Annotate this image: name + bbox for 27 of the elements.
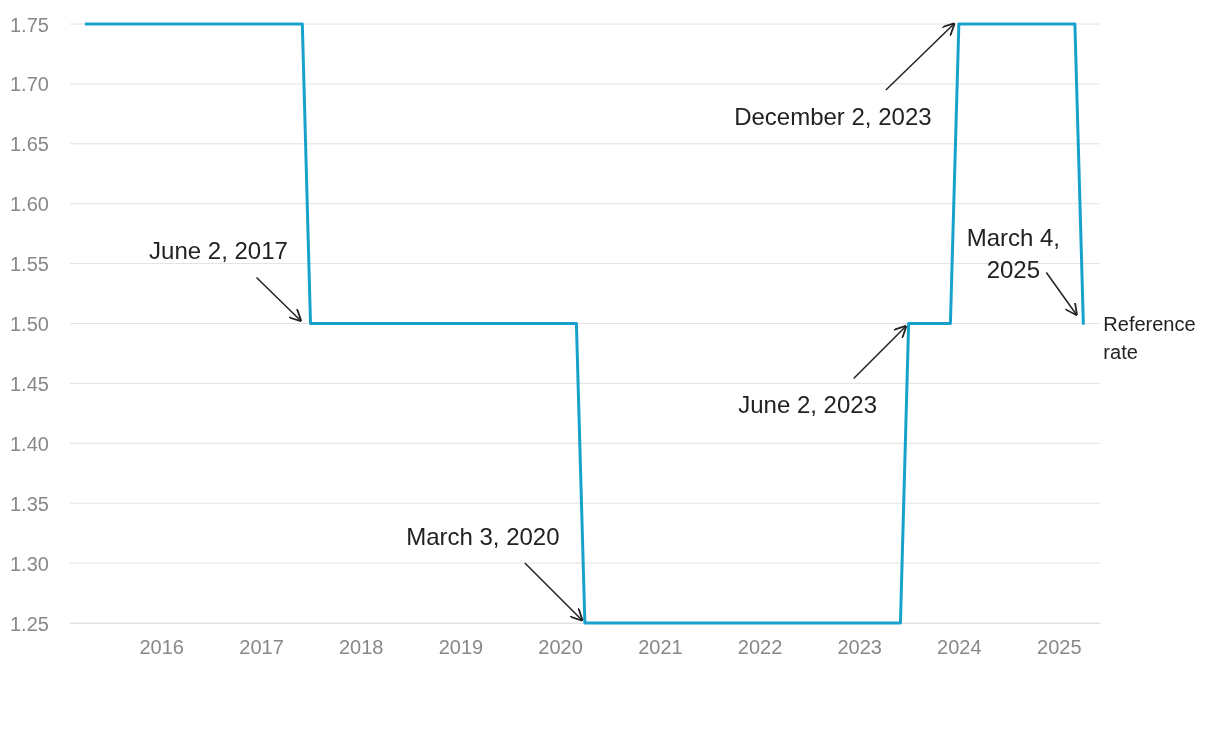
annotation: December 2, 2023 [734, 103, 932, 130]
x-tick-label: 2019 [438, 636, 484, 658]
x-tick-label: 2022 [737, 636, 783, 658]
annotation: March 3, 2020 [406, 523, 560, 550]
y-tick-label: 1.25 [10, 612, 49, 635]
x-tick-label: 2025 [1037, 636, 1082, 658]
y-tick-label: 1.50 [10, 313, 49, 335]
series-label: Reference rate [1103, 312, 1196, 363]
y-tick-label: 1.75 [10, 13, 49, 36]
x-tick-label: 2023 [837, 636, 882, 658]
x-tick-label: 2024 [937, 636, 982, 658]
annotation: June 2, 2023 [738, 390, 878, 418]
y-tick-label: 1.65 [10, 133, 49, 156]
x-tick-label: 2020 [538, 636, 583, 658]
x-tick-label: 2018 [338, 636, 384, 658]
y-tick-label: 1.40 [10, 432, 49, 455]
y-tick-label: 1.70 [10, 73, 49, 96]
y-tick-label: 1.60 [10, 193, 49, 216]
y-tick-label: 1.35 [10, 492, 49, 515]
annotation: March 4, 2025 [966, 223, 1061, 283]
y-tick-label: 1.45 [10, 372, 49, 395]
y-tick-label: 1.55 [10, 253, 49, 276]
annotation: June 2, 2017 [149, 236, 288, 264]
x-tick-label: 2021 [638, 636, 683, 658]
x-tick-label: 2017 [239, 636, 284, 658]
x-tick-label: 2016 [139, 636, 184, 658]
y-tick-label: 1.30 [10, 552, 49, 575]
